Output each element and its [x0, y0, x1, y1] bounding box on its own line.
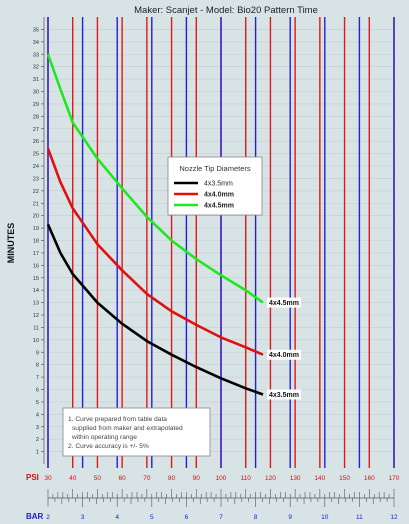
end-label: 4x3.5mm	[269, 392, 299, 399]
end-label-bg	[267, 389, 302, 400]
y-tick-label: 15	[33, 276, 39, 282]
y-tick-label: 31	[33, 77, 39, 83]
note-line-4: 2. Curve accuracy is +/- 5%	[68, 443, 149, 450]
bar-tick-label: 6	[185, 514, 189, 521]
y-tick-label: 23	[33, 176, 39, 182]
y-tick-label: 33	[33, 52, 39, 58]
y-tick-label: 11	[33, 325, 39, 331]
grid-lines	[43, 17, 395, 468]
y-tick-label: 9	[36, 350, 39, 356]
y-axis-label: MINUTES	[6, 223, 16, 264]
bar-tick-label: 12	[390, 514, 398, 521]
legend-label: 4x4.5mm	[204, 203, 234, 210]
end-label: 4x4.5mm	[269, 300, 299, 307]
legend-label: 4x3.5mm	[204, 181, 233, 188]
y-tick-label: 22	[33, 189, 39, 195]
legend-title: Nozzle Tip Diameters	[179, 164, 251, 173]
psi-tick-label: 150	[339, 475, 350, 482]
ruler	[47, 489, 395, 507]
y-tick-label: 1	[36, 450, 39, 456]
psi-tick-label: 110	[241, 475, 252, 482]
notes-box: 1. Curve prepared from table data suppli…	[62, 407, 211, 457]
y-tick-label: 24	[33, 164, 39, 170]
psi-tick-label: 60	[119, 475, 127, 482]
notes-box-frame	[62, 407, 211, 457]
y-tick-label: 2	[36, 437, 39, 443]
y-tick-label: 27	[33, 127, 39, 133]
psi-tick-label: 90	[193, 475, 201, 482]
curve-end-labels: 4x3.5mm 4x4.0mm 4x4.5mm	[267, 297, 302, 400]
y-tick-label: 17	[33, 251, 39, 257]
end-label-bg	[267, 349, 302, 360]
legend: Nozzle Tip Diameters 4x3.5mm 4x4.0mm 4x4.5…	[167, 156, 263, 216]
bar-tick-label: 9	[288, 514, 292, 521]
y-tick-label: 26	[33, 139, 39, 145]
y-tick-label: 32	[33, 65, 39, 71]
end-label: 4x4.0mm	[269, 352, 299, 359]
bar-tick-label: 3	[81, 514, 85, 521]
psi-tick-label: 170	[389, 475, 400, 482]
y-tick-label: 14	[33, 288, 39, 294]
bar-tick-label: 5	[150, 514, 154, 521]
psi-tick-label: 120	[265, 475, 276, 482]
psi-tick-label: 30	[44, 475, 52, 482]
y-tick-label: 35	[33, 27, 39, 33]
y-tick-label: 5	[36, 400, 39, 406]
y-tick-label: 28	[33, 114, 39, 120]
series-line	[46, 148, 264, 356]
y-tick-label: 12	[33, 313, 39, 319]
bar-tick-label: 2	[46, 514, 50, 521]
y-tick-label: 25	[33, 152, 39, 158]
y-tick-label: 20	[33, 214, 39, 220]
bar-tick-label: 8	[254, 514, 258, 521]
bar-axis: BAR 2 3 4 5 6 7 8 9 10 11 12	[26, 512, 398, 521]
psi-tick-label: 70	[143, 475, 151, 482]
y-tick-label: 10	[33, 338, 39, 344]
bar-axis-label: BAR	[26, 512, 44, 521]
y-tick-label: 7	[36, 375, 39, 381]
psi-tick-label: 140	[314, 475, 325, 482]
bar-tick-label: 10	[321, 514, 329, 521]
psi-tick-label: 160	[364, 475, 375, 482]
note-line-2: supplied from maker and extrapolated	[72, 425, 183, 432]
chart-title: Maker: Scanjet - Model: Bio20 Pattern Ti…	[134, 5, 318, 16]
psi-tick-label: 130	[290, 475, 301, 482]
y-tick-label: 19	[33, 226, 39, 232]
end-label-bg	[267, 297, 302, 308]
y-tick-label: 29	[33, 102, 39, 108]
psi-tick-label: 50	[94, 475, 102, 482]
bar-tick-label: 4	[115, 514, 119, 521]
y-tick-label: 6	[36, 388, 39, 394]
legend-label: 4x4.0mm	[204, 192, 234, 199]
psi-axis-label: PSI	[26, 473, 39, 482]
y-tick-label: 3	[36, 425, 39, 431]
psi-tick-label: 80	[168, 475, 176, 482]
y-tick-label: 4	[36, 412, 39, 418]
y-tick-label: 18	[33, 239, 39, 245]
psi-tick-label: 100	[216, 475, 227, 482]
curves	[46, 53, 264, 396]
y-tick-label: 30	[33, 90, 39, 96]
y-tick-label: 8	[36, 363, 39, 369]
bar-tick-label: 11	[356, 514, 363, 521]
note-line-3: within operating range	[71, 434, 137, 441]
note-line-1: 1. Curve prepared from table data	[68, 416, 167, 423]
psi-axis: PSI 30 40 50 60 70 80 90 100 110 120 130 140 150 160 1…	[26, 473, 400, 482]
y-tick-label: 13	[33, 301, 39, 307]
bar-tick-label: 7	[219, 514, 223, 521]
psi-tick-label: 40	[69, 475, 77, 482]
series-line	[46, 223, 264, 396]
y-tick-label: 21	[33, 201, 39, 207]
y-tick-label: 16	[33, 263, 39, 269]
series-line	[46, 53, 264, 304]
y-tick-label: 34	[33, 40, 39, 46]
y-axis: 1234567891011121314151617181920212223242…	[33, 27, 44, 456]
